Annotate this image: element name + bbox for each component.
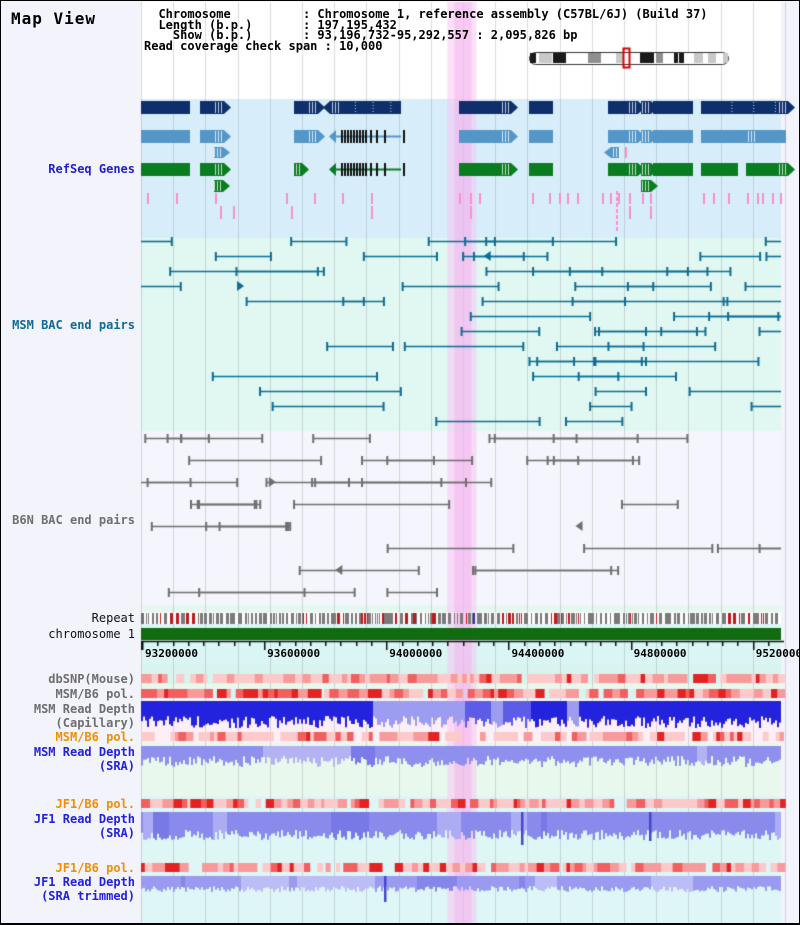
track-jf1-b6-pol-trimmed[interactable]: [141, 859, 781, 874]
jf1-read-depth-trimmed-sub: (SRA trimmed): [41, 889, 135, 903]
header-read-span: Read coverage check span : 10,000: [144, 38, 383, 53]
track-refseq-genes[interactable]: [141, 99, 781, 238]
ruler-tick-label: 95200000: [755, 647, 799, 660]
chromosome-1-label: chromosome 1: [48, 627, 135, 641]
ruler-tick-label: 93600000: [267, 647, 321, 660]
msm-read-depth-sra-label: MSM Read Depth: [33, 745, 135, 759]
header-show-range: Show (b.p.) : 93,196,732-95,292,557 : 2,…: [144, 28, 578, 42]
refseq-genes-label: RefSeq Genes: [48, 162, 135, 176]
msm-read-depth-sra-sub: (SRA): [98, 759, 135, 773]
track-msm-b6-pol-capillary[interactable]: [141, 686, 781, 699]
msm-read-depth-capillary-sub: (Capillary): [55, 716, 135, 730]
track-jf1-b6-pol-sra[interactable]: [141, 795, 781, 810]
dbsnp-mouse-label: dbSNP(Mouse): [48, 672, 135, 686]
msm-bac-end-pairs-label: MSM BAC end pairs: [12, 318, 135, 332]
header-length: Length (b.p.) : 197,195,432: [144, 17, 397, 32]
msm-b6-pol-sra-label: MSM/B6 pol.: [55, 730, 135, 744]
ruler-tick-label: 94400000: [511, 647, 565, 660]
jf1-b6-pol-trimmed-label: JF1/B6 pol.: [55, 861, 135, 875]
track-jf1-read-depth-sra[interactable]: [141, 810, 781, 843]
header-chromosome: Chromosome : Chromosome 1, reference ass…: [144, 7, 708, 21]
b6n-bac-end-pairs-label: B6N BAC end pairs: [12, 513, 135, 527]
chromosome-ideogram[interactable]: [527, 48, 731, 67]
jf1-read-depth-sra-sub: (SRA): [98, 826, 135, 840]
track-msm-bac-end-pairs[interactable]: [141, 238, 781, 431]
track-b6n-bac-end-pairs[interactable]: [141, 431, 781, 605]
ruler-tick-label: 94800000: [633, 647, 687, 660]
ruler-tick-label: 94000000: [389, 647, 443, 660]
track-chromosome-ruler[interactable]: [141, 624, 781, 664]
ruler-tick-label: 93200000: [144, 647, 198, 660]
msm-read-depth-capillary-label: MSM Read Depth: [33, 702, 135, 716]
repeat-label: Repeat: [91, 611, 135, 625]
msm-b6-pol-capillary-label: MSM/B6 pol.: [55, 687, 135, 701]
jf1-read-depth-sra-label: JF1 Read Depth: [33, 812, 135, 826]
track-dbsnp-mouse[interactable]: [141, 670, 781, 686]
jf1-read-depth-trimmed-label: JF1 Read Depth: [33, 875, 135, 889]
track-msm-b6-pol-sra[interactable]: [141, 729, 781, 743]
track-jf1-read-depth-trimmed[interactable]: [141, 874, 781, 896]
jf1-b6-pol-sra-label: JF1/B6 pol.: [55, 797, 135, 811]
track-msm-read-depth-capillary[interactable]: [141, 699, 781, 729]
track-repeat[interactable]: [141, 605, 781, 624]
track-msm-read-depth-sra[interactable]: [141, 743, 781, 770]
view-title: Map View: [11, 9, 97, 28]
